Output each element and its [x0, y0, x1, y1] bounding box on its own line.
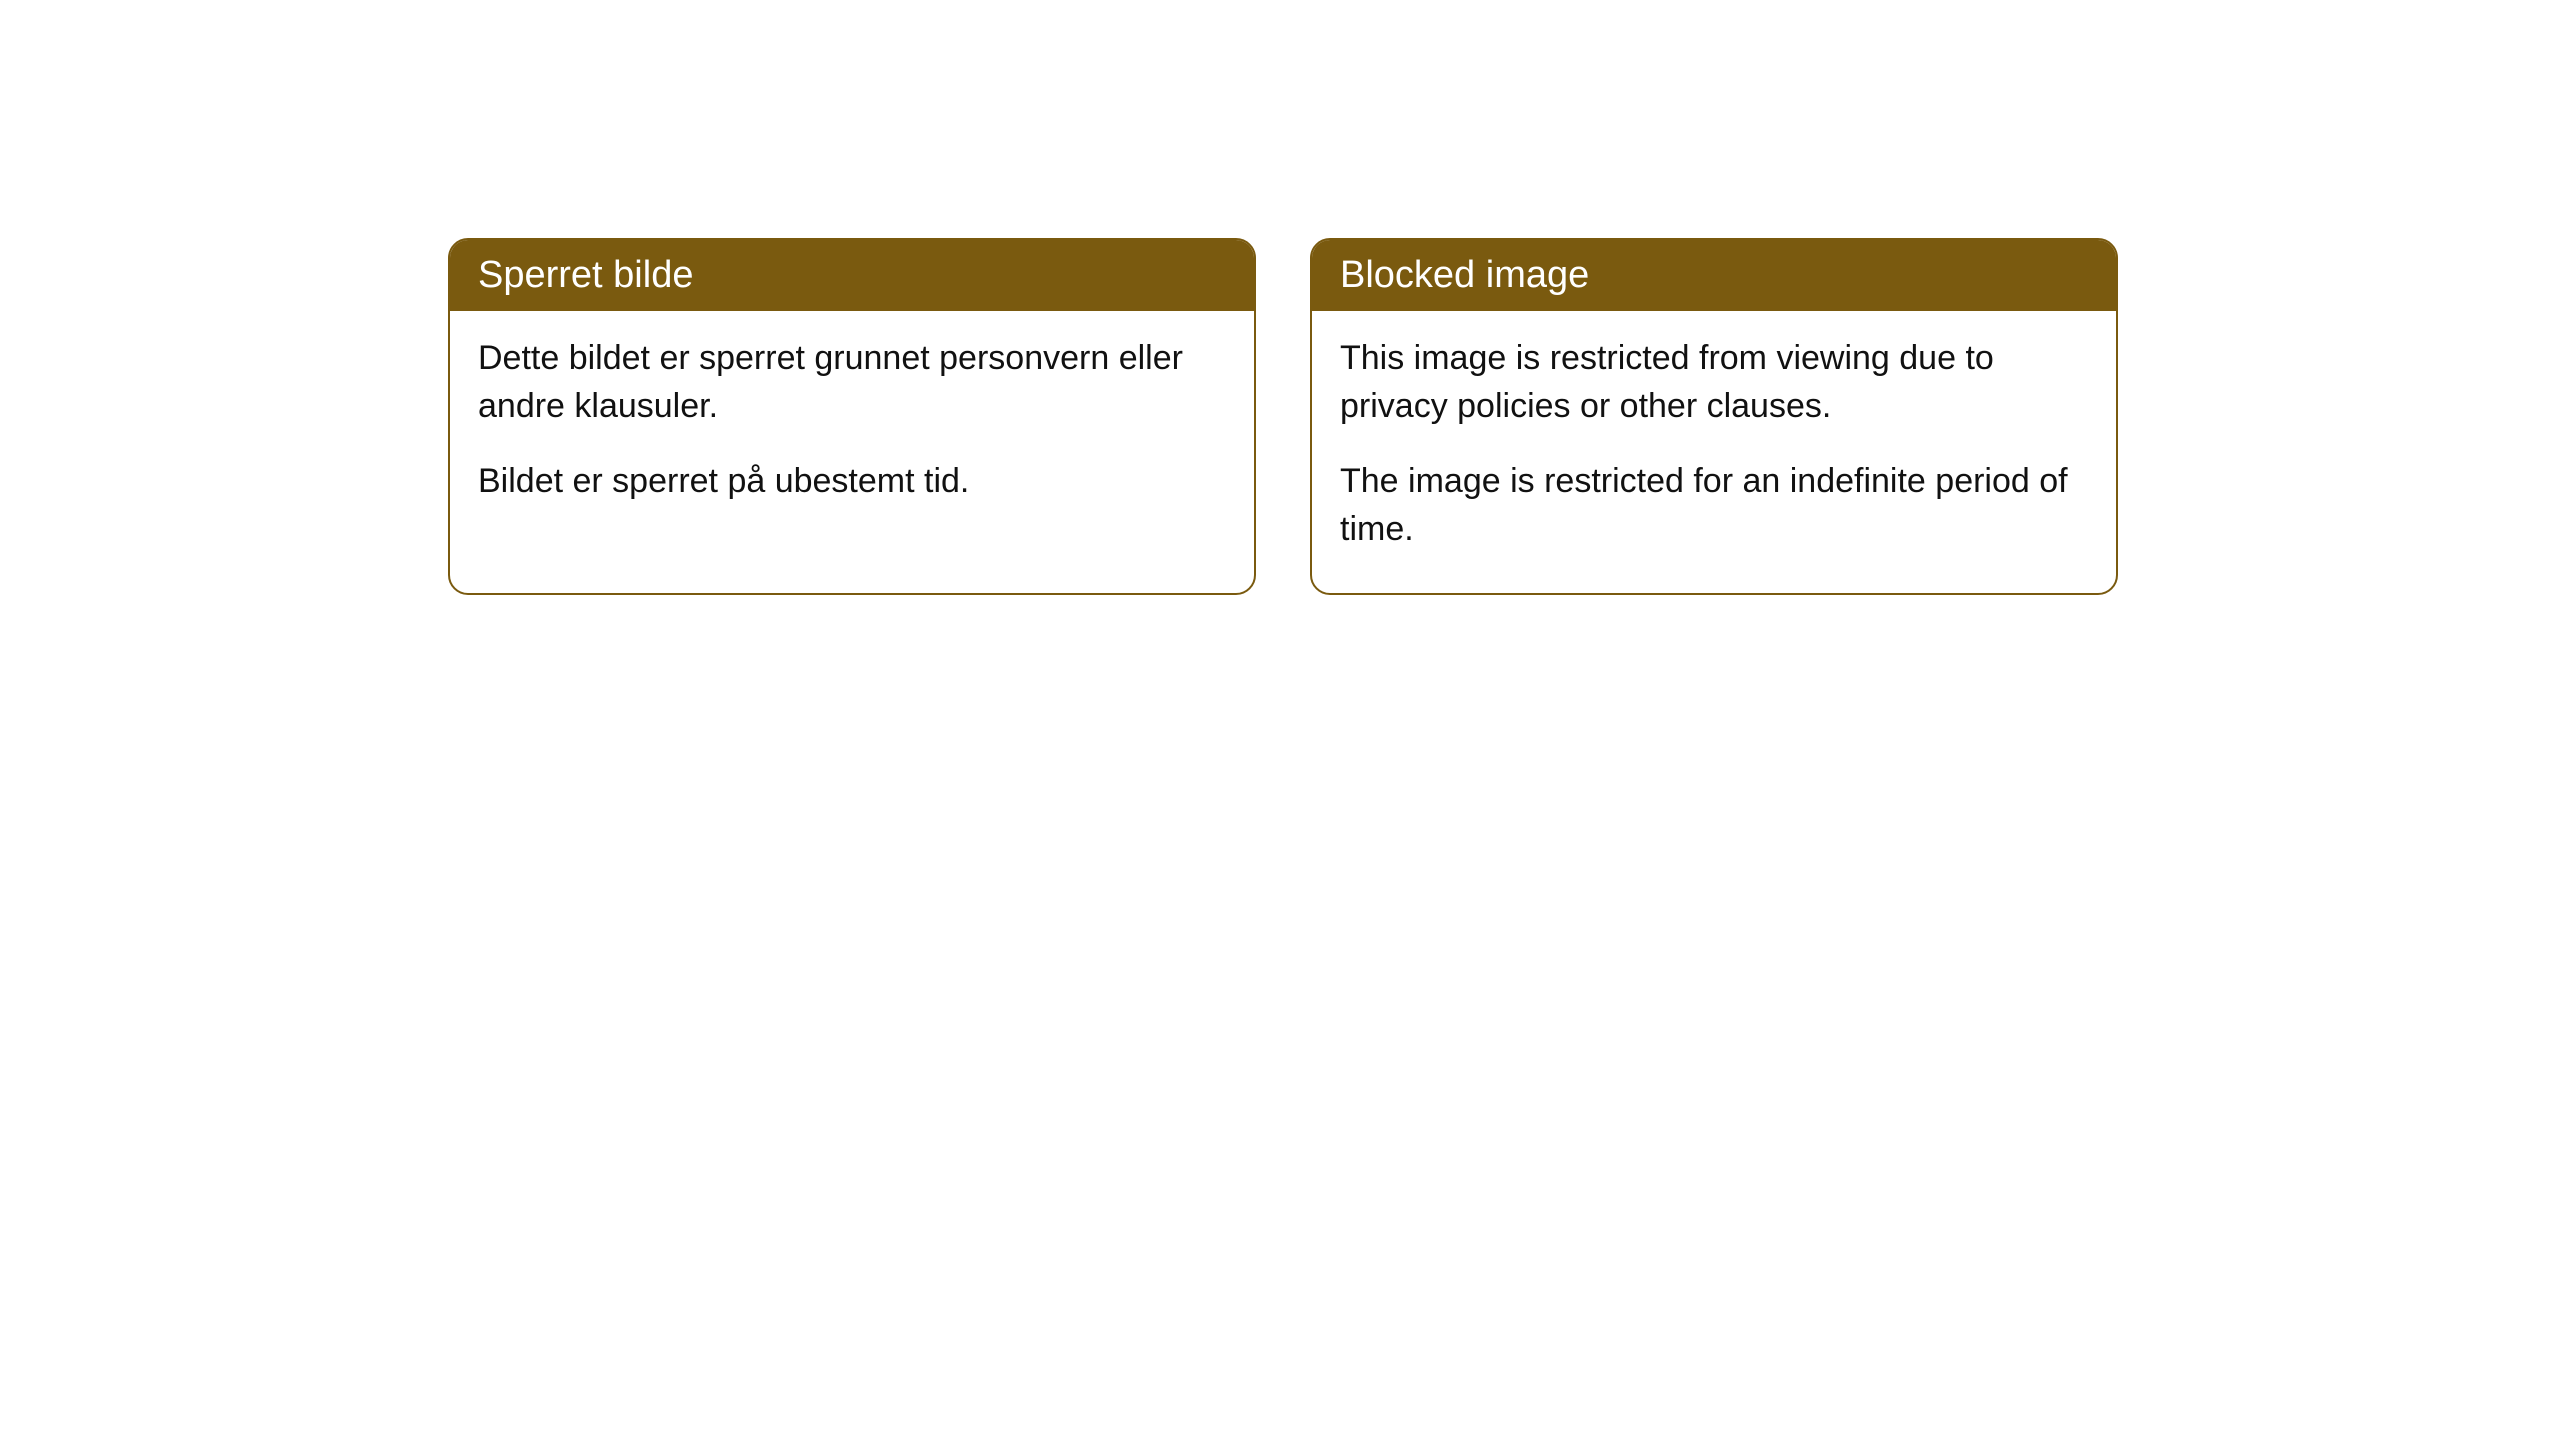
card-header-english: Blocked image	[1312, 240, 2116, 311]
card-title: Sperret bilde	[478, 254, 693, 296]
card-paragraph-2: Bildet er sperret på ubestemt tid.	[478, 458, 1226, 506]
blocked-image-card-norwegian: Sperret bilde Dette bildet er sperret gr…	[448, 238, 1256, 595]
card-body-norwegian: Dette bildet er sperret grunnet personve…	[450, 311, 1254, 546]
card-paragraph-1: This image is restricted from viewing du…	[1340, 335, 2088, 430]
card-paragraph-1: Dette bildet er sperret grunnet personve…	[478, 335, 1226, 430]
card-body-english: This image is restricted from viewing du…	[1312, 311, 2116, 593]
card-title: Blocked image	[1340, 254, 1589, 296]
card-paragraph-2: The image is restricted for an indefinit…	[1340, 458, 2088, 553]
card-header-norwegian: Sperret bilde	[450, 240, 1254, 311]
blocked-image-card-english: Blocked image This image is restricted f…	[1310, 238, 2118, 595]
cards-container: Sperret bilde Dette bildet er sperret gr…	[448, 238, 2118, 595]
